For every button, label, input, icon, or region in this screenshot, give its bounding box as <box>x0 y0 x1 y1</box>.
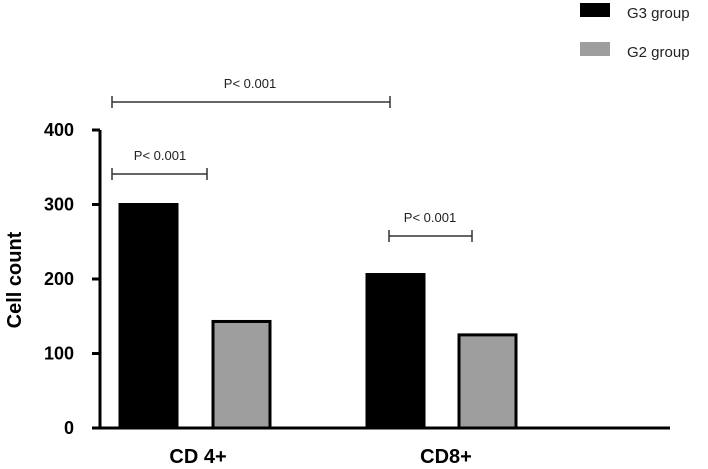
bar-g2-group-cd8plus <box>457 333 518 430</box>
bars <box>118 203 518 430</box>
y-tick-label-100: 100 <box>44 344 74 364</box>
significance-label-2: P< 0.001 <box>404 210 456 225</box>
y-axis-title: Cell count <box>4 231 26 328</box>
y-tick-label-300: 300 <box>44 195 74 215</box>
x-axis-categories: CD 4+ CD8+ <box>169 446 471 468</box>
y-axis-ticks: 0 100 200 300 400 <box>44 120 100 438</box>
y-tick-label-400: 400 <box>44 120 74 140</box>
y-tick-label-200: 200 <box>44 269 74 289</box>
legend: G3 group G2 group <box>580 3 690 61</box>
legend-swatch-g3-group <box>580 3 610 17</box>
legend-swatch-g2-group <box>580 42 610 56</box>
bar-g3-group-cd4plus <box>118 203 179 430</box>
category-label-1: CD8+ <box>420 446 472 468</box>
significance-label-0: P< 0.001 <box>224 76 276 91</box>
significance-bracket-1 <box>111 168 208 180</box>
legend-label-g2-group: G2 group <box>627 44 690 61</box>
significance-annotations: P< 0.001 P< 0.001 P< 0.001 <box>111 76 473 242</box>
bar-g3-group-cd8plus <box>365 273 426 430</box>
category-label-0: CD 4+ <box>169 446 226 468</box>
legend-label-g3-group: G3 group <box>627 5 690 22</box>
y-tick-label-0: 0 <box>64 418 74 438</box>
significance-bracket-2 <box>388 230 473 242</box>
bar-g2-group-cd4plus <box>211 319 272 430</box>
significance-bracket-0 <box>111 96 391 108</box>
significance-label-1: P< 0.001 <box>134 148 186 163</box>
